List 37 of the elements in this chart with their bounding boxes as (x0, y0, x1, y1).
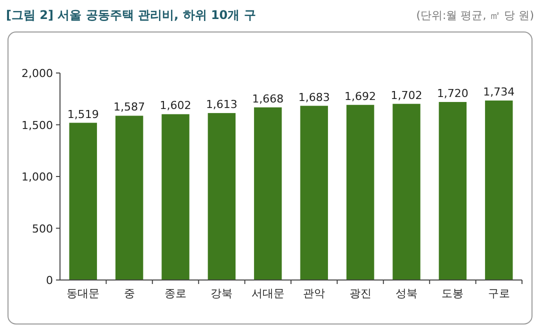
x-tick-label: 광진 (349, 287, 372, 300)
data-label: 1,668 (252, 92, 284, 106)
data-label: 1,602 (160, 99, 192, 112)
data-label: 1,587 (114, 100, 146, 114)
data-label: 1,734 (483, 86, 515, 99)
y-tick-label: 1,500 (22, 118, 53, 132)
x-tick-label: 동대문 (66, 287, 100, 300)
bar (346, 104, 374, 280)
bar (485, 100, 513, 280)
data-label: 1,519 (67, 108, 99, 121)
data-label: 1,702 (390, 88, 422, 102)
chart-title: [그림 2] 서울 공동주택 관리비, 하위 10개 구 (6, 8, 256, 22)
data-label: 1,720 (436, 86, 468, 100)
data-label: 1,692 (344, 90, 376, 103)
y-tick-label: 0 (46, 274, 53, 287)
y-tick-label: 500 (32, 222, 53, 236)
x-tick-label: 종로 (164, 287, 186, 300)
bar (438, 102, 467, 280)
bar (254, 107, 282, 280)
bar (69, 122, 97, 280)
x-tick-label: 관악 (303, 287, 326, 300)
x-tick-label: 중 (124, 287, 135, 300)
x-tick-label: 강북 (210, 287, 233, 300)
data-label: 1,613 (206, 98, 238, 112)
bar (300, 106, 328, 280)
bar (162, 114, 190, 280)
bar (208, 113, 236, 280)
text: (단위:월 평균, ㎡ 당 원) (416, 9, 534, 22)
bar (392, 104, 420, 280)
x-tick-label: 구로 (488, 287, 510, 300)
data-label: 1,683 (298, 90, 330, 104)
y-tick-label: 1,000 (22, 170, 53, 184)
x-tick-label: 서대문 (251, 287, 284, 300)
bar (115, 116, 144, 280)
x-tick-label: 도봉 (442, 287, 464, 300)
x-tick-label: 성북 (396, 287, 418, 300)
y-tick-label: 2,000 (22, 67, 53, 80)
